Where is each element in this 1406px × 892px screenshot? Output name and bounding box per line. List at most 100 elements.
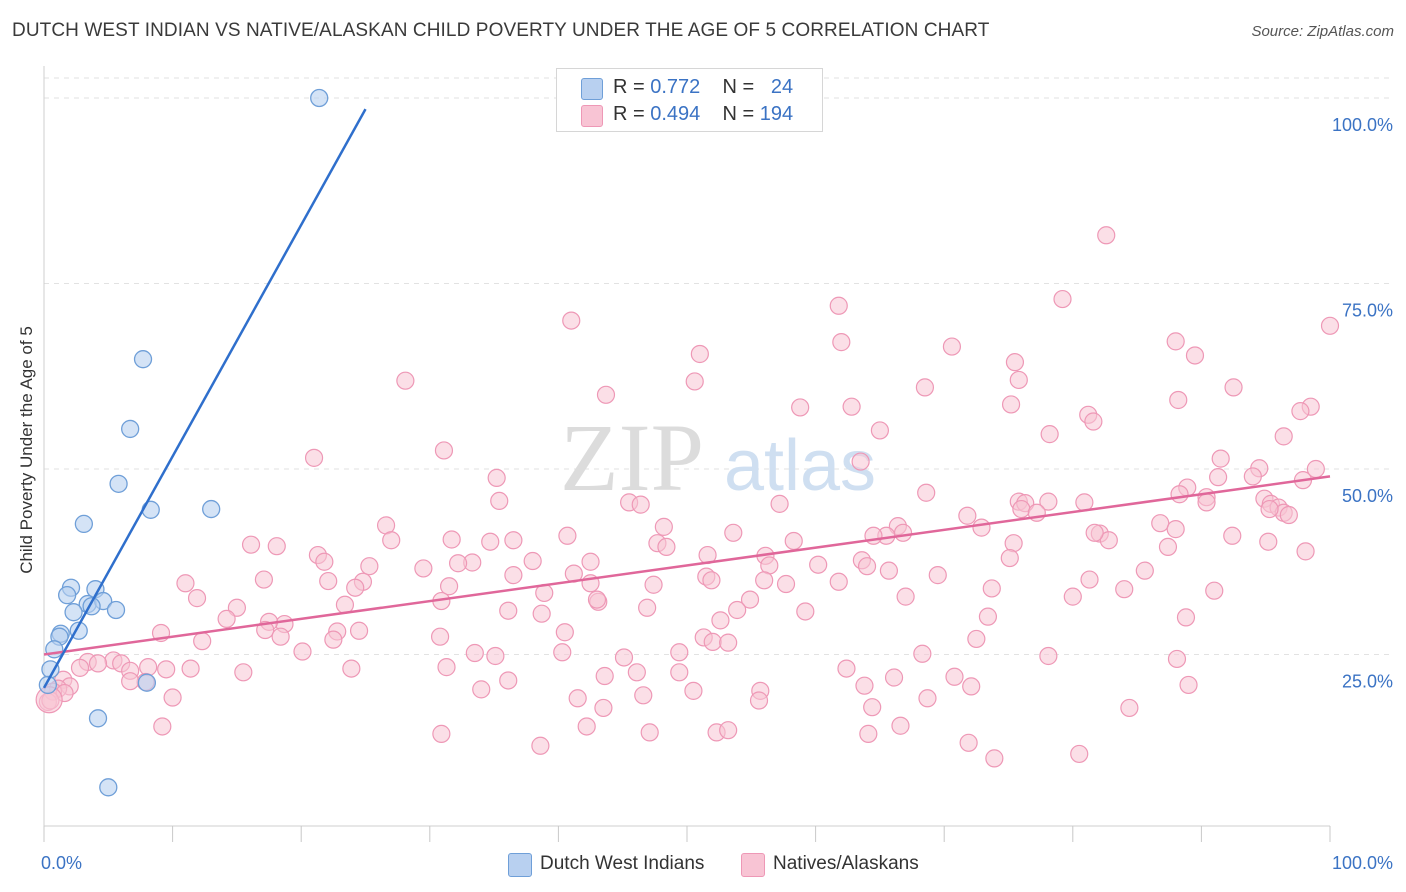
y-tick-label: 25.0% bbox=[1342, 672, 1393, 692]
data-point-natives-alaskans bbox=[796, 602, 815, 621]
data-point-natives-alaskans bbox=[342, 659, 361, 678]
data-point-natives-alaskans bbox=[1279, 505, 1298, 525]
data-point-natives-alaskans bbox=[1167, 649, 1187, 669]
data-point-dutch-west-indians bbox=[106, 600, 126, 620]
data-point-natives-alaskans bbox=[1075, 493, 1094, 512]
data-point-natives-alaskans bbox=[254, 570, 274, 589]
data-point-dutch-west-indians bbox=[99, 778, 118, 797]
watermark: ZIP atlas bbox=[560, 404, 876, 511]
data-point-natives-alaskans bbox=[945, 667, 964, 686]
data-point-dutch-west-indians bbox=[88, 709, 108, 728]
data-point-natives-alaskans bbox=[1320, 316, 1340, 335]
data-point-natives-alaskans bbox=[499, 671, 518, 690]
data-point-natives-alaskans bbox=[532, 604, 551, 623]
data-point-natives-alaskans bbox=[1260, 499, 1279, 519]
data-point-natives-alaskans bbox=[360, 557, 379, 576]
data-point-dutch-west-indians bbox=[121, 419, 140, 439]
data-point-natives-alaskans bbox=[670, 643, 689, 662]
data-point-natives-alaskans bbox=[644, 575, 663, 594]
data-point-dutch-west-indians bbox=[141, 500, 160, 519]
legend-r-label: R = bbox=[613, 76, 645, 98]
data-point-natives-alaskans bbox=[690, 344, 709, 364]
bottom-legend-swatch-blue bbox=[508, 853, 532, 877]
data-point-natives-alaskans bbox=[724, 523, 743, 542]
trend-line-natives-alaskans bbox=[43, 475, 1331, 656]
data-point-natives-alaskans bbox=[703, 632, 722, 651]
data-point-natives-alaskans bbox=[962, 677, 981, 696]
data-point-dutch-west-indians bbox=[133, 350, 153, 369]
data-point-natives-alaskans bbox=[157, 660, 176, 679]
data-point-natives-alaskans bbox=[958, 506, 977, 525]
data-point-natives-alaskans bbox=[139, 658, 158, 677]
data-point-natives-alaskans bbox=[638, 598, 657, 617]
data-point-natives-alaskans bbox=[670, 663, 689, 682]
data-point-natives-alaskans bbox=[568, 689, 587, 708]
data-point-natives-alaskans bbox=[1151, 514, 1170, 533]
data-point-natives-alaskans bbox=[640, 723, 659, 742]
dutch-west-indians-points bbox=[38, 88, 329, 797]
data-point-natives-alaskans bbox=[1185, 346, 1205, 365]
data-point-natives-alaskans bbox=[504, 566, 523, 585]
data-point-natives-alaskans bbox=[481, 532, 500, 551]
data-point-natives-alaskans bbox=[346, 578, 365, 597]
data-point-natives-alaskans bbox=[1223, 526, 1242, 545]
data-point-natives-alaskans bbox=[430, 627, 450, 646]
data-point-natives-alaskans bbox=[972, 518, 991, 537]
bottom-legend-swatch-pink bbox=[741, 853, 765, 877]
data-point-natives-alaskans bbox=[654, 517, 673, 536]
legend-swatch-blue bbox=[581, 78, 603, 100]
data-point-natives-alaskans bbox=[870, 421, 890, 440]
data-point-natives-alaskans bbox=[595, 666, 614, 686]
data-point-natives-alaskans bbox=[553, 643, 572, 662]
data-point-natives-alaskans bbox=[1158, 537, 1178, 557]
data-point-natives-alaskans bbox=[315, 552, 334, 571]
data-point-natives-alaskans bbox=[181, 659, 200, 678]
data-point-natives-alaskans bbox=[842, 397, 861, 416]
data-point-natives-alaskans bbox=[884, 668, 904, 687]
data-point-natives-alaskans bbox=[486, 646, 505, 666]
data-point-natives-alaskans bbox=[176, 574, 195, 593]
data-point-natives-alaskans bbox=[499, 601, 518, 620]
legend-text: R = 0.772 N = 24 bbox=[613, 76, 793, 99]
data-point-natives-alaskans bbox=[1097, 226, 1116, 245]
data-point-natives-alaskans bbox=[1291, 402, 1310, 421]
data-point-natives-alaskans bbox=[490, 491, 509, 511]
data-point-natives-alaskans bbox=[562, 311, 581, 330]
data-point-natives-alaskans bbox=[1085, 523, 1104, 542]
data-point-natives-alaskans bbox=[1012, 499, 1031, 519]
data-point-natives-alaskans bbox=[319, 571, 338, 591]
data-point-natives-alaskans bbox=[1070, 744, 1089, 764]
chart-title: DUTCH WEST INDIAN VS NATIVE/ALASKAN CHIL… bbox=[12, 20, 990, 41]
y-tick-label: 50.0% bbox=[1342, 486, 1393, 506]
trend-line-dutch-west-indians bbox=[42, 108, 367, 689]
data-point-natives-alaskans bbox=[978, 607, 998, 626]
watermark-zip: ZIP bbox=[560, 404, 704, 511]
data-point-natives-alaskans bbox=[256, 620, 275, 640]
legend-swatch-pink bbox=[581, 105, 603, 127]
data-point-natives-alaskans bbox=[396, 371, 415, 390]
data-point-natives-alaskans bbox=[1005, 353, 1025, 372]
data-point-natives-alaskans bbox=[967, 629, 986, 649]
data-point-natives-alaskans bbox=[982, 579, 1001, 598]
data-point-natives-alaskans bbox=[594, 698, 613, 718]
y-tick-label: 100.0% bbox=[1332, 115, 1393, 135]
data-point-natives-alaskans bbox=[1296, 542, 1315, 561]
data-point-natives-alaskans bbox=[1009, 370, 1028, 390]
x-tick-label: 0.0% bbox=[41, 853, 82, 873]
data-point-natives-alaskans bbox=[442, 530, 461, 549]
data-point-natives-alaskans bbox=[684, 681, 703, 700]
data-point-natives-alaskans bbox=[809, 555, 828, 574]
data-point-natives-alaskans bbox=[837, 659, 856, 678]
legend-n-label: N = bbox=[722, 76, 755, 98]
data-point-natives-alaskans bbox=[627, 663, 646, 682]
data-point-natives-alaskans bbox=[382, 531, 401, 550]
data-point-natives-alaskans bbox=[193, 632, 212, 651]
data-point-natives-alaskans bbox=[487, 468, 506, 488]
data-point-natives-alaskans bbox=[523, 551, 542, 571]
data-point-dutch-west-indians bbox=[45, 640, 64, 659]
data-point-natives-alaskans bbox=[304, 448, 324, 467]
data-point-natives-alaskans bbox=[859, 724, 878, 743]
data-point-dutch-west-indians bbox=[64, 603, 83, 622]
data-point-natives-alaskans bbox=[614, 648, 634, 667]
data-point-natives-alaskans bbox=[1176, 608, 1196, 627]
